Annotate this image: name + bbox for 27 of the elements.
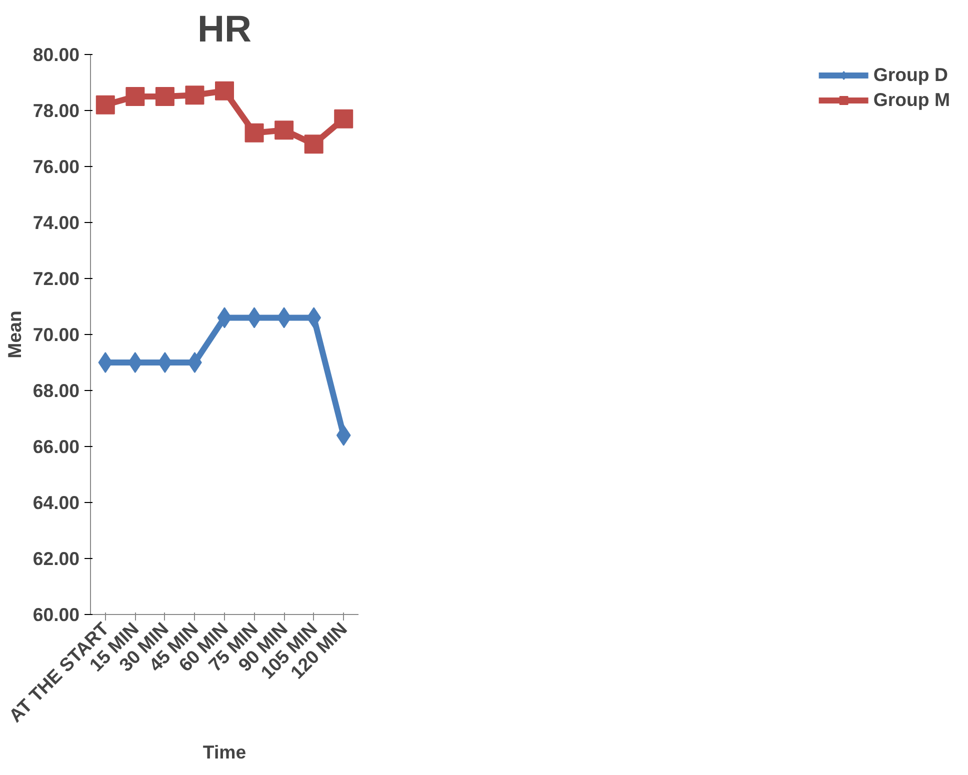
point <box>158 352 172 373</box>
y-tick-label: 72.00 <box>32 268 80 289</box>
point <box>155 87 174 106</box>
y-axis-title: Mean <box>4 310 25 358</box>
y-tick-label: 64.00 <box>32 492 80 513</box>
legend-label: Group M <box>873 89 950 111</box>
y-tick-label: 70.00 <box>32 324 80 345</box>
point <box>244 123 264 142</box>
y-tick-label: 80.00 <box>32 44 80 65</box>
point <box>126 87 145 106</box>
y-tick-label: 66.00 <box>32 436 80 457</box>
point <box>274 120 294 140</box>
legend-label: Group D <box>873 64 948 86</box>
point <box>185 86 204 105</box>
x-axis-title: Time <box>202 742 246 763</box>
chart-title: HR <box>198 8 252 50</box>
y-tick-label: 62.00 <box>32 548 80 569</box>
point <box>304 134 324 154</box>
point <box>98 352 113 373</box>
point <box>215 81 234 100</box>
y-tick-label: 60.00 <box>32 604 80 625</box>
y-tick-label: 76.00 <box>32 156 80 177</box>
y-tick-label: 74.00 <box>32 212 80 233</box>
y-tick-label: 68.00 <box>32 380 80 401</box>
y-tick-label: 78.00 <box>32 100 80 121</box>
point <box>334 109 354 128</box>
point <box>96 95 115 114</box>
